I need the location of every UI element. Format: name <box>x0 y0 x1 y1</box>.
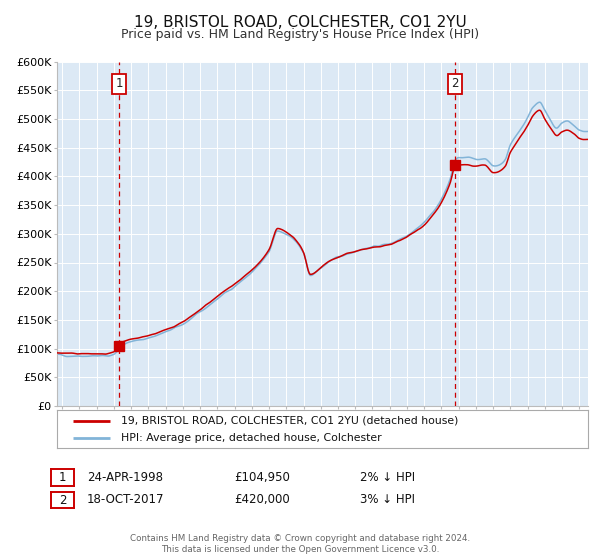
Text: £104,950: £104,950 <box>234 470 290 484</box>
Text: 2: 2 <box>59 493 66 507</box>
Text: £420,000: £420,000 <box>234 493 290 506</box>
Text: Price paid vs. HM Land Registry's House Price Index (HPI): Price paid vs. HM Land Registry's House … <box>121 28 479 41</box>
Text: 2% ↓ HPI: 2% ↓ HPI <box>360 470 415 484</box>
Text: 2: 2 <box>451 77 459 91</box>
Text: 24-APR-1998: 24-APR-1998 <box>87 470 163 484</box>
Text: HPI: Average price, detached house, Colchester: HPI: Average price, detached house, Colc… <box>121 433 382 443</box>
Text: 19, BRISTOL ROAD, COLCHESTER, CO1 2YU (detached house): 19, BRISTOL ROAD, COLCHESTER, CO1 2YU (d… <box>121 416 458 426</box>
Text: 1: 1 <box>115 77 123 91</box>
Text: 3% ↓ HPI: 3% ↓ HPI <box>360 493 415 506</box>
Text: 18-OCT-2017: 18-OCT-2017 <box>87 493 164 506</box>
Text: 1: 1 <box>59 471 66 484</box>
Text: 19, BRISTOL ROAD, COLCHESTER, CO1 2YU: 19, BRISTOL ROAD, COLCHESTER, CO1 2YU <box>134 15 466 30</box>
Text: Contains HM Land Registry data © Crown copyright and database right 2024.
This d: Contains HM Land Registry data © Crown c… <box>130 534 470 554</box>
